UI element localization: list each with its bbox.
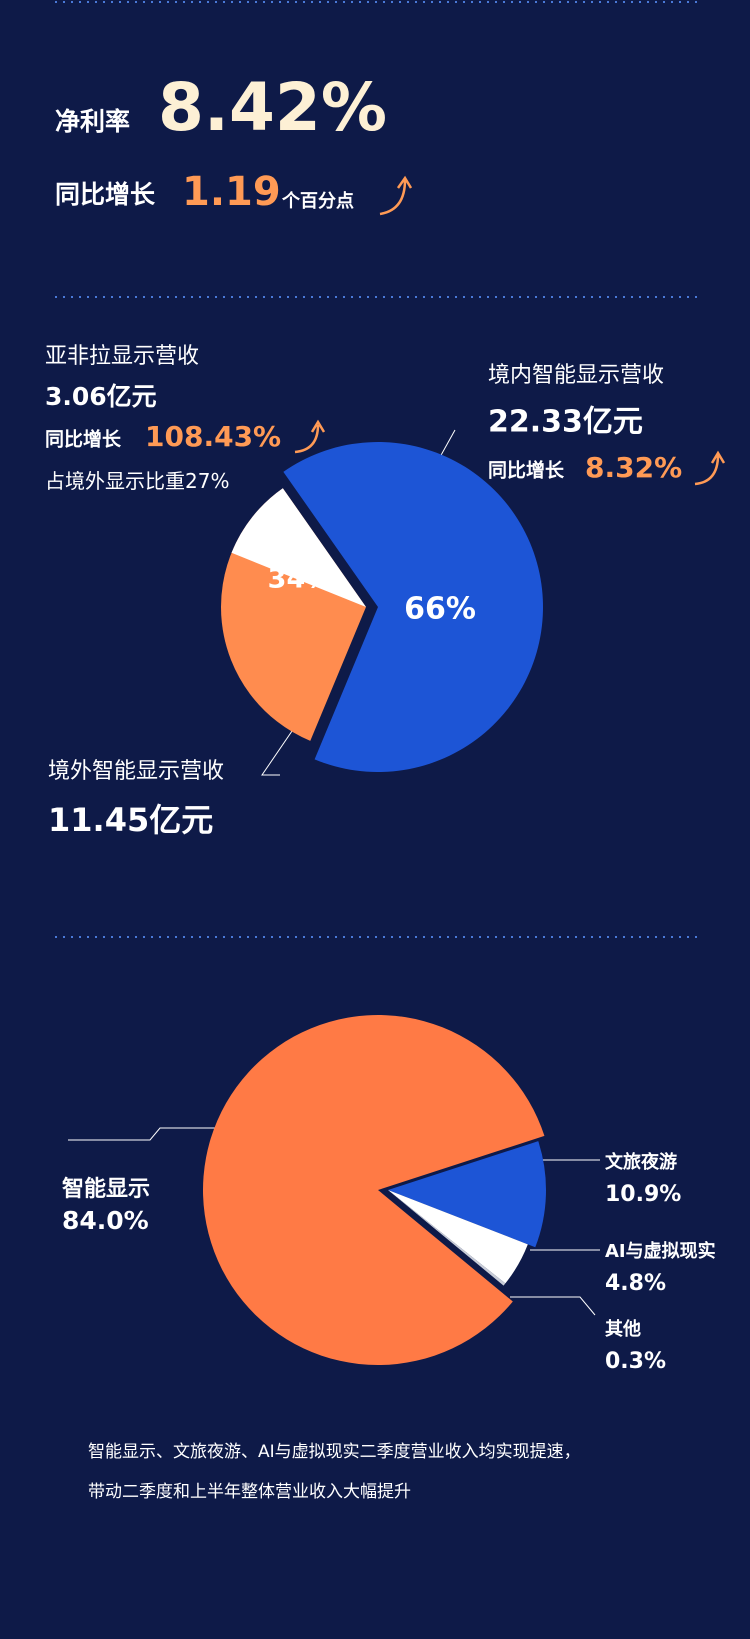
category-label: 境外智能显示营收 [48, 759, 224, 784]
net-margin-value: 8.42% [158, 69, 387, 146]
pie-slice [388, 1190, 528, 1284]
footnote: 带动二季度和上半年整体营业收入大幅提升 [88, 1482, 411, 1502]
revenue: 22.33亿元 [488, 405, 643, 440]
category-label: 其他 [605, 1318, 641, 1340]
sub-growth: 108.43% [145, 420, 281, 453]
category-label: 境内智能显示营收 [488, 363, 664, 388]
category-label: 文旅夜游 [605, 1151, 677, 1173]
sub-share: 占境外显示比重27% [45, 469, 229, 493]
sub-growth-label: 同比增长 [45, 428, 122, 451]
pie-slice [388, 1141, 546, 1248]
value-label: 66% [404, 592, 476, 627]
up-arrow [379, 175, 413, 216]
sub-slice [231, 488, 366, 607]
value-label: 4.8% [605, 1271, 666, 1296]
growth-value: 1.19 [182, 169, 281, 215]
revenue: 11.45亿元 [48, 801, 213, 839]
leader-line [510, 1296, 596, 1316]
growth-unit: 个百分点 [281, 190, 354, 212]
pie-slice [388, 1190, 506, 1286]
net-margin-label: 净利率 [55, 107, 130, 136]
category-label: AI与虚拟现实 [605, 1240, 716, 1262]
growth-label: 同比增长 [488, 459, 565, 482]
growth: 8.32% [585, 451, 682, 484]
pie-slice [283, 442, 543, 772]
pie-slice [202, 1014, 545, 1365]
leader-line [68, 1127, 240, 1141]
value-label: 0.3% [605, 1349, 666, 1374]
sub-revenue: 3.06亿元 [45, 382, 157, 411]
leader-line [261, 711, 306, 776]
sub-share-value: 27% [185, 469, 229, 493]
value-label: 10.9% [605, 1182, 681, 1207]
sub-share-label: 占境外显示比重 [45, 469, 185, 493]
growth-label: 同比增长 [55, 180, 156, 209]
up-arrow [294, 419, 326, 454]
up-arrow [694, 450, 726, 486]
value-label: 34% [268, 564, 333, 595]
category-label: 智能显示 [62, 1176, 150, 1202]
sub-name: 亚非拉显示营收 [45, 344, 199, 369]
footnote: 智能显示、文旅夜游、AI与虚拟现实二季度营业收入均实现提速， [88, 1442, 581, 1462]
value-label: 84.0% [62, 1206, 149, 1235]
